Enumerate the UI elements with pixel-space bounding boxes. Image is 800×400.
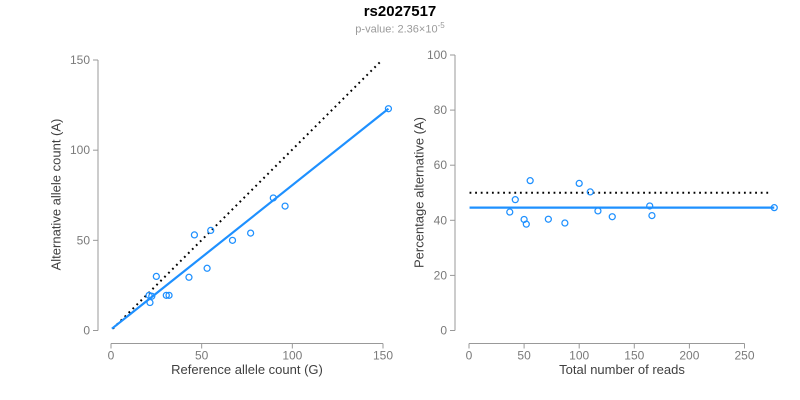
y-tick-label: 50 (77, 233, 91, 247)
y-tick-label: 150 (70, 53, 90, 67)
y-tick-label: 100 (70, 143, 90, 157)
data-point (506, 208, 514, 216)
right-y-axis-title: Percentage alternative (A) (411, 116, 427, 269)
x-tick-label: 200 (679, 349, 699, 363)
x-tick-label: 0 (466, 349, 473, 363)
data-point (586, 188, 594, 196)
pvalue-text: p-value: 2.36×10 (355, 23, 438, 36)
figure-title: rs2027517 (363, 3, 437, 20)
x-tick-label: 100 (569, 349, 589, 363)
x-tick-label: 0 (108, 349, 115, 363)
y-tick-label: 0 (440, 324, 447, 338)
data-point (148, 292, 156, 300)
x-tick-label: 150 (624, 349, 644, 363)
left-scatter-plot: 0 50 100 150 0 50 100 150 (70, 53, 393, 362)
data-point (203, 264, 211, 272)
y-tick-label: 80 (434, 103, 448, 117)
data-point (561, 219, 569, 227)
x-tick-label: 250 (734, 349, 754, 363)
data-point (646, 202, 654, 210)
data-point (269, 194, 277, 202)
data-point (648, 211, 656, 220)
data-point (522, 220, 530, 228)
x-tick-label: 50 (195, 349, 209, 363)
data-point (228, 236, 237, 244)
data-point (152, 272, 160, 281)
data-point (544, 215, 552, 223)
data-point (526, 177, 534, 185)
identity-line (112, 60, 382, 330)
regression-line (111, 107, 390, 330)
data-point (207, 226, 215, 235)
right-scatter-plot: 0 50 100 150 200 250 0 20 40 60 80 100 (427, 48, 778, 363)
figure-subtitle: p-value: 2.36×10-5 (0, 21, 800, 36)
y-tick-label: 20 (434, 268, 448, 282)
data-point (246, 229, 255, 237)
x-tick-label: 50 (517, 349, 531, 363)
left-x-axis-title: Reference allele count (G) (171, 362, 323, 377)
data-point (162, 291, 170, 299)
pvalue-exponent: -5 (437, 21, 445, 30)
data-point (165, 291, 173, 299)
data-point (281, 202, 289, 210)
data-point (770, 204, 778, 212)
y-tick-label: 100 (427, 48, 447, 62)
data-point (594, 207, 602, 215)
right-x-axis-title: Total number of reads (559, 362, 685, 377)
data-point (185, 273, 193, 281)
y-tick-label: 40 (434, 213, 448, 227)
y-tick-label: 60 (434, 158, 448, 172)
x-tick-label: 150 (373, 349, 393, 363)
y-tick-label: 0 (83, 324, 90, 338)
data-point (384, 105, 393, 113)
data-point (190, 231, 199, 239)
x-tick-label: 100 (282, 349, 302, 363)
data-point (608, 213, 616, 221)
left-y-axis-title: Alternative allele count (A) (48, 118, 64, 271)
data-point (575, 179, 583, 188)
data-point (511, 196, 519, 204)
data-point (146, 298, 154, 307)
